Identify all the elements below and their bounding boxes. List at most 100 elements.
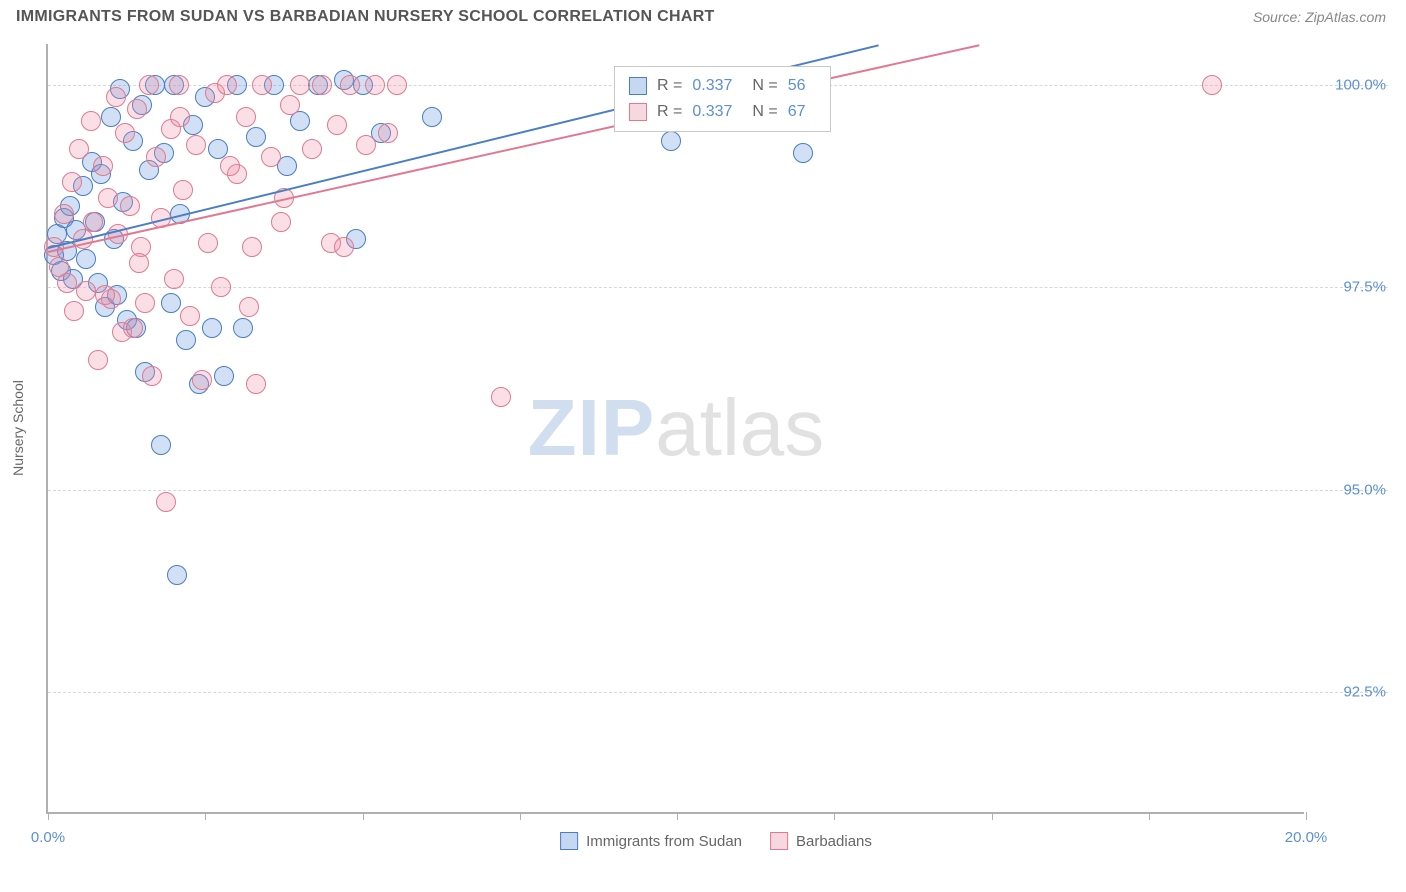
scatter-point bbox=[161, 293, 181, 313]
xtick bbox=[1306, 812, 1307, 820]
gridline bbox=[48, 287, 1388, 288]
swatch-barbadians bbox=[770, 832, 788, 850]
plot-area: Nursery School ZIPatlas 92.5%95.0%97.5%1… bbox=[46, 44, 1304, 814]
swatch-sudan bbox=[560, 832, 578, 850]
chart-title: IMMIGRANTS FROM SUDAN VS BARBADIAN NURSE… bbox=[16, 8, 715, 26]
scatter-point bbox=[180, 306, 200, 326]
scatter-point bbox=[173, 180, 193, 200]
xtick bbox=[48, 812, 49, 820]
scatter-point bbox=[156, 492, 176, 512]
stat-n-label: N = bbox=[752, 77, 777, 95]
scatter-point bbox=[198, 233, 218, 253]
scatter-point bbox=[64, 301, 84, 321]
stat-n-label: N = bbox=[752, 103, 777, 121]
scatter-point bbox=[151, 435, 171, 455]
scatter-point bbox=[387, 75, 407, 95]
scatter-point bbox=[69, 139, 89, 159]
stat-n-value: 67 bbox=[788, 103, 806, 121]
scatter-point bbox=[220, 156, 240, 176]
scatter-point bbox=[202, 318, 222, 338]
scatter-point bbox=[271, 212, 291, 232]
legend-label-sudan: Immigrants from Sudan bbox=[586, 833, 742, 850]
scatter-point bbox=[88, 350, 108, 370]
scatter-point bbox=[135, 293, 155, 313]
xtick bbox=[1149, 812, 1150, 820]
stats-row: R = 0.337 N = 56 bbox=[629, 73, 816, 99]
scatter-point bbox=[146, 147, 166, 167]
scatter-point bbox=[491, 387, 511, 407]
ytick-label: 97.5% bbox=[1314, 279, 1386, 296]
gridline bbox=[48, 490, 1388, 491]
xtick bbox=[363, 812, 364, 820]
scatter-point bbox=[422, 107, 442, 127]
scatter-point bbox=[123, 318, 143, 338]
plot-container: Nursery School ZIPatlas 92.5%95.0%97.5%1… bbox=[46, 44, 1386, 814]
scatter-point bbox=[115, 123, 135, 143]
scatter-point bbox=[139, 75, 159, 95]
scatter-point bbox=[239, 297, 259, 317]
legend-item-barbadians: Barbadians bbox=[770, 832, 872, 850]
scatter-point bbox=[57, 273, 77, 293]
y-axis-title: Nursery School bbox=[10, 380, 26, 476]
scatter-point bbox=[327, 115, 347, 135]
stats-swatch bbox=[629, 103, 647, 121]
scatter-point bbox=[302, 139, 322, 159]
scatter-point bbox=[252, 75, 272, 95]
scatter-point bbox=[280, 95, 300, 115]
scatter-point bbox=[76, 281, 96, 301]
scatter-point bbox=[83, 212, 103, 232]
scatter-point bbox=[334, 237, 354, 257]
scatter-point bbox=[101, 107, 121, 127]
stat-r-value: 0.337 bbox=[692, 103, 732, 121]
xtick bbox=[677, 812, 678, 820]
stats-swatch bbox=[629, 77, 647, 95]
legend-item-sudan: Immigrants from Sudan bbox=[560, 832, 742, 850]
ytick-label: 92.5% bbox=[1314, 684, 1386, 701]
scatter-point bbox=[76, 249, 96, 269]
ytick-label: 95.0% bbox=[1314, 481, 1386, 498]
scatter-point bbox=[1202, 75, 1222, 95]
scatter-point bbox=[93, 156, 113, 176]
watermark: ZIPatlas bbox=[528, 382, 824, 474]
scatter-point bbox=[290, 75, 310, 95]
scatter-point bbox=[192, 370, 212, 390]
stat-r-label: R = bbox=[657, 77, 682, 95]
ytick-label: 100.0% bbox=[1314, 76, 1386, 93]
scatter-point bbox=[217, 75, 237, 95]
scatter-point bbox=[233, 318, 253, 338]
scatter-point bbox=[261, 147, 281, 167]
watermark-light: atlas bbox=[655, 383, 824, 472]
xtick bbox=[834, 812, 835, 820]
scatter-point bbox=[164, 269, 184, 289]
stat-r-value: 0.337 bbox=[692, 77, 732, 95]
legend-label-barbadians: Barbadians bbox=[796, 833, 872, 850]
scatter-point bbox=[81, 111, 101, 131]
scatter-point bbox=[142, 366, 162, 386]
legend: Immigrants from Sudan Barbadians bbox=[560, 832, 872, 850]
stat-r-label: R = bbox=[657, 103, 682, 121]
scatter-point bbox=[95, 285, 115, 305]
scatter-point bbox=[340, 75, 360, 95]
scatter-point bbox=[242, 237, 262, 257]
scatter-point bbox=[170, 107, 190, 127]
scatter-point bbox=[246, 127, 266, 147]
scatter-point bbox=[793, 143, 813, 163]
xtick-label: 0.0% bbox=[31, 829, 65, 846]
scatter-point bbox=[365, 75, 385, 95]
scatter-point bbox=[214, 366, 234, 386]
scatter-point bbox=[246, 374, 266, 394]
gridline bbox=[48, 692, 1388, 693]
scatter-point bbox=[169, 75, 189, 95]
scatter-point bbox=[127, 99, 147, 119]
source-label: Source: ZipAtlas.com bbox=[1253, 9, 1386, 25]
scatter-point bbox=[378, 123, 398, 143]
xtick bbox=[992, 812, 993, 820]
xtick bbox=[205, 812, 206, 820]
xtick-label: 20.0% bbox=[1285, 829, 1328, 846]
stats-box: R = 0.337 N = 56 R = 0.337 N = 67 bbox=[614, 66, 831, 132]
scatter-point bbox=[120, 196, 140, 216]
scatter-point bbox=[54, 204, 74, 224]
watermark-bold: ZIP bbox=[528, 383, 655, 472]
scatter-point bbox=[186, 135, 206, 155]
stat-n-value: 56 bbox=[788, 77, 806, 95]
